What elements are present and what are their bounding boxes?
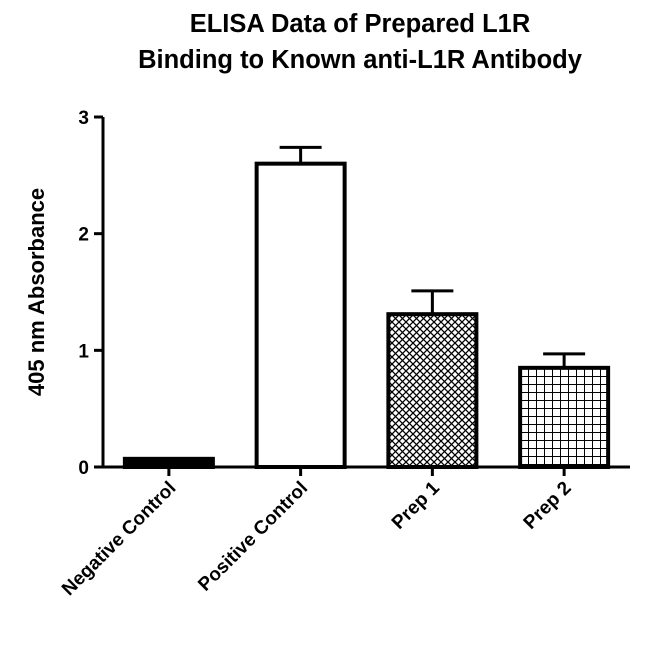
chart-title-line-1: ELISA Data of Prepared L1R bbox=[190, 10, 531, 38]
y-tick-label: 0 bbox=[78, 458, 89, 479]
bars bbox=[122, 145, 611, 470]
y-tick-label: 3 bbox=[78, 108, 89, 129]
bar-prep-2 bbox=[518, 365, 611, 470]
x-tick-label: Prep 1 bbox=[388, 477, 444, 533]
y-axis-label: 405 nm Absorbance bbox=[24, 188, 49, 396]
x-axis: Negative Control Positive Control Prep 1 Pr… bbox=[58, 465, 630, 600]
y-tick-label: 1 bbox=[78, 341, 89, 362]
bar-positive-control bbox=[254, 161, 347, 470]
x-tick-label: Positive Control bbox=[194, 478, 312, 596]
y-axis: 0 1 2 3 bbox=[78, 108, 105, 479]
chart-title-line-2: Binding to Known anti-L1R Antibody bbox=[138, 46, 583, 74]
x-tick-label: Prep 2 bbox=[520, 478, 576, 534]
bar-prep-1 bbox=[386, 312, 479, 469]
x-tick-label: Negative Control bbox=[58, 478, 180, 600]
y-tick-label: 2 bbox=[78, 225, 89, 246]
